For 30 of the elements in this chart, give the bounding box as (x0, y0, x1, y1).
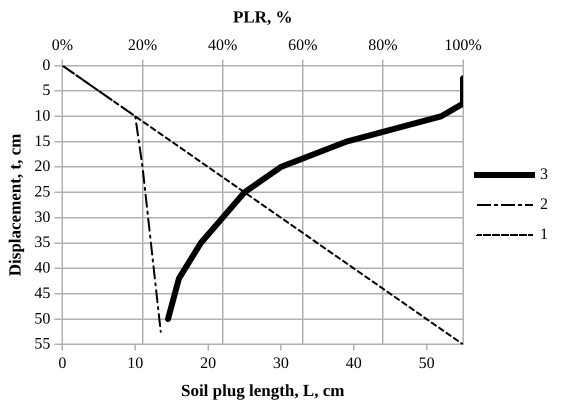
x-tick-label: 40 (346, 355, 362, 372)
y-tick-label: 5 (42, 82, 50, 100)
y-tick-label: 10 (34, 107, 50, 124)
x-tick-label: 10 (127, 355, 144, 372)
y-tick-label: 35 (34, 234, 50, 252)
x-axis-title: Soil plug length, L, cm (180, 381, 344, 400)
y-tick-label: 40 (34, 260, 50, 277)
y-tick-label: 55 (34, 336, 50, 353)
x-tick-label: 50 (418, 355, 435, 372)
x2-axis-title: PLR, % (232, 8, 292, 27)
x-tick-label: 20 (200, 355, 216, 372)
x2-tick-label: 40% (208, 37, 238, 54)
y-tick-label: 15 (34, 132, 50, 150)
x2-tick-label: 0% (52, 37, 74, 54)
x2-tick-label: 80% (368, 37, 398, 54)
y-tick-label: 25 (34, 184, 50, 201)
y-axis-title: Displacement, t, cm (6, 134, 25, 276)
x2-tick-label: 100% (444, 37, 482, 54)
y-tick-label: 50 (34, 310, 50, 328)
y-tick-label: 30 (34, 208, 50, 226)
y-tick-label: 0 (42, 56, 50, 74)
x2-tick-label: 60% (288, 37, 318, 54)
y-tick-label: 20 (34, 158, 50, 176)
legend-label: 1 (540, 226, 548, 244)
x2-tick-label: 20% (128, 37, 158, 54)
x-tick-label: 30 (272, 355, 289, 372)
x-tick-label: 0 (58, 355, 66, 372)
legend-label: 3 (540, 166, 548, 184)
legend-label: 2 (540, 196, 548, 214)
y-tick-label: 45 (34, 284, 50, 302)
